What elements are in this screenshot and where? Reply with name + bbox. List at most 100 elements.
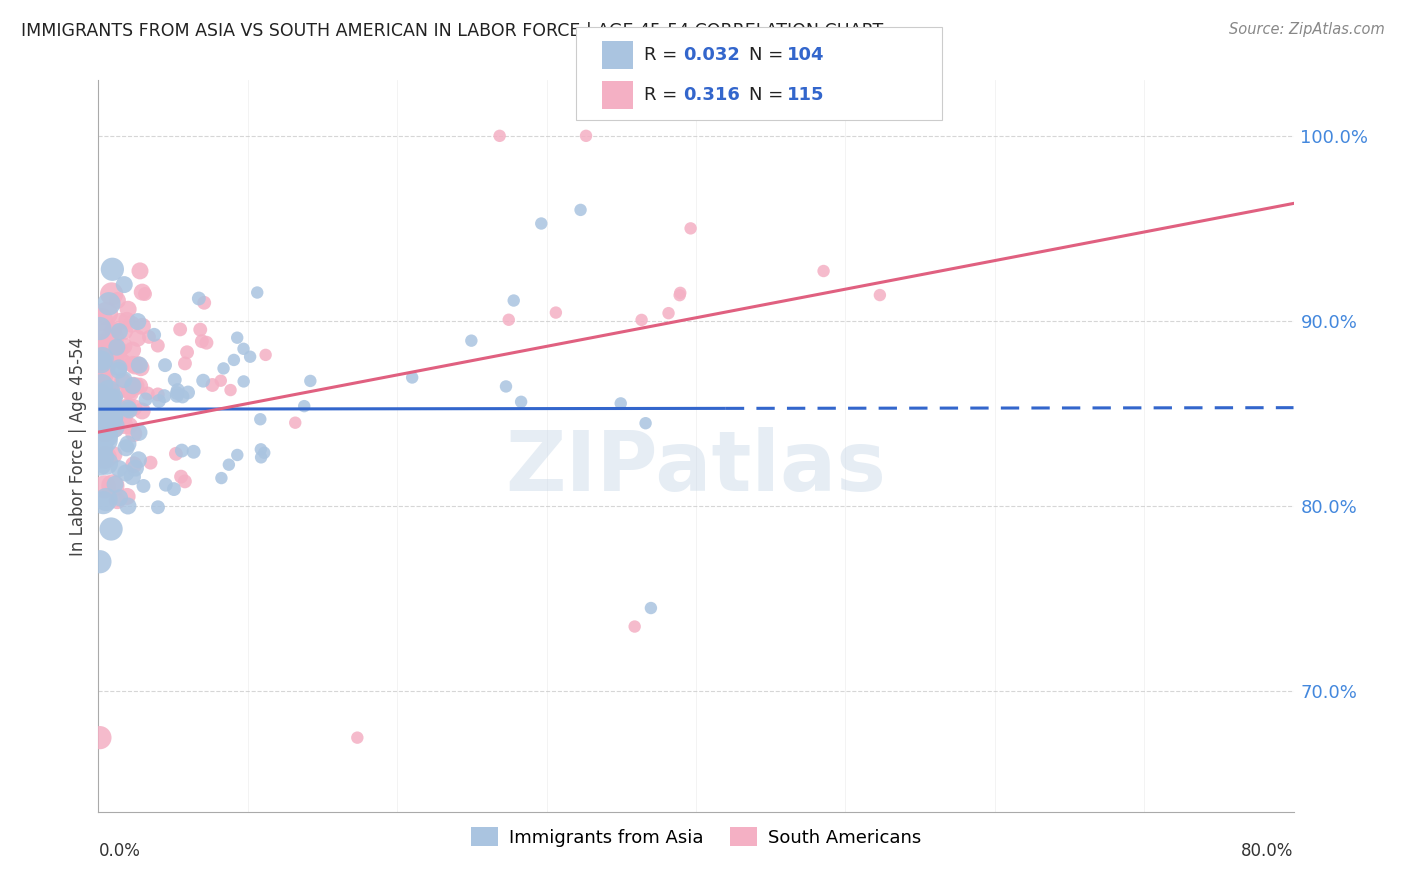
Point [292,399,315,413]
Point [97,384,120,399]
Point [136,386,159,401]
Point [250,450,273,465]
Point [89,377,111,392]
Point [101,409,124,423]
Text: N =: N = [749,46,789,64]
Text: IMMIGRANTS FROM ASIA VS SOUTH AMERICAN IN LABOR FORCE | AGE 45-54 CORRELATION CH: IMMIGRANTS FROM ASIA VS SOUTH AMERICAN I… [21,22,883,40]
Point [146,387,169,401]
Point [100,417,122,432]
Point [89,342,111,356]
Point [91,351,114,366]
Point [146,500,169,515]
Point [101,405,124,419]
Text: R =: R = [644,86,683,103]
Point [108,314,131,328]
Point [115,441,138,455]
Point [869,288,891,302]
Point [93,359,115,373]
Point [128,425,150,440]
Point [100,413,122,427]
Point [249,412,271,426]
Point [544,305,567,319]
Point [176,345,198,359]
Point [89,365,111,379]
Point [94,422,117,436]
Point [121,358,143,372]
Point [120,385,142,400]
Point [91,495,114,509]
Point [90,355,112,369]
Point [148,394,170,409]
Point [495,379,517,393]
Point [90,406,112,420]
Point [101,479,124,493]
Text: N =: N = [749,86,789,103]
Point [121,317,143,331]
Point [112,339,135,353]
Point [114,418,136,433]
Text: 104: 104 [787,46,825,64]
Point [138,330,160,344]
Point [89,555,111,569]
Point [94,492,117,507]
Point [460,334,482,348]
Point [115,313,138,327]
Point [169,322,191,336]
Point [100,401,122,415]
Point [89,457,111,471]
Point [98,393,121,408]
Point [90,420,112,434]
Point [657,306,679,320]
Point [172,389,194,403]
Point [111,407,134,421]
Point [127,315,149,329]
Text: 0.032: 0.032 [683,46,740,64]
Point [100,287,122,301]
Point [131,404,153,418]
Point [93,342,115,356]
Point [91,428,114,442]
Point [115,490,138,504]
Point [103,323,125,337]
Point [96,306,118,320]
Point [105,493,128,508]
Point [226,448,249,462]
Point [146,338,169,352]
Point [128,379,150,393]
Point [132,479,155,493]
Point [91,357,114,371]
Text: 0.0%: 0.0% [98,842,141,860]
Point [222,353,245,368]
Y-axis label: In Labor Force | Age 45-54: In Labor Force | Age 45-54 [69,336,87,556]
Point [89,393,111,408]
Point [114,409,136,423]
Point [813,264,835,278]
Point [163,373,186,387]
Point [104,351,127,365]
Point [129,264,152,278]
Point [121,469,143,483]
Point [623,619,645,633]
Point [254,348,277,362]
Point [127,452,149,467]
Point [609,396,631,410]
Point [112,277,135,292]
Legend: Immigrants from Asia, South Americans: Immigrants from Asia, South Americans [464,820,928,854]
Point [170,469,193,483]
Point [155,477,177,491]
Point [93,392,115,406]
Point [127,331,149,345]
Point [488,128,510,143]
Point [101,331,124,345]
Point [105,385,128,400]
Point [97,296,120,310]
Point [107,363,129,377]
Point [93,480,115,494]
Point [96,429,118,443]
Point [90,378,112,392]
Point [90,390,112,404]
Point [139,456,162,470]
Point [93,424,115,438]
Text: Source: ZipAtlas.com: Source: ZipAtlas.com [1229,22,1385,37]
Point [89,416,111,430]
